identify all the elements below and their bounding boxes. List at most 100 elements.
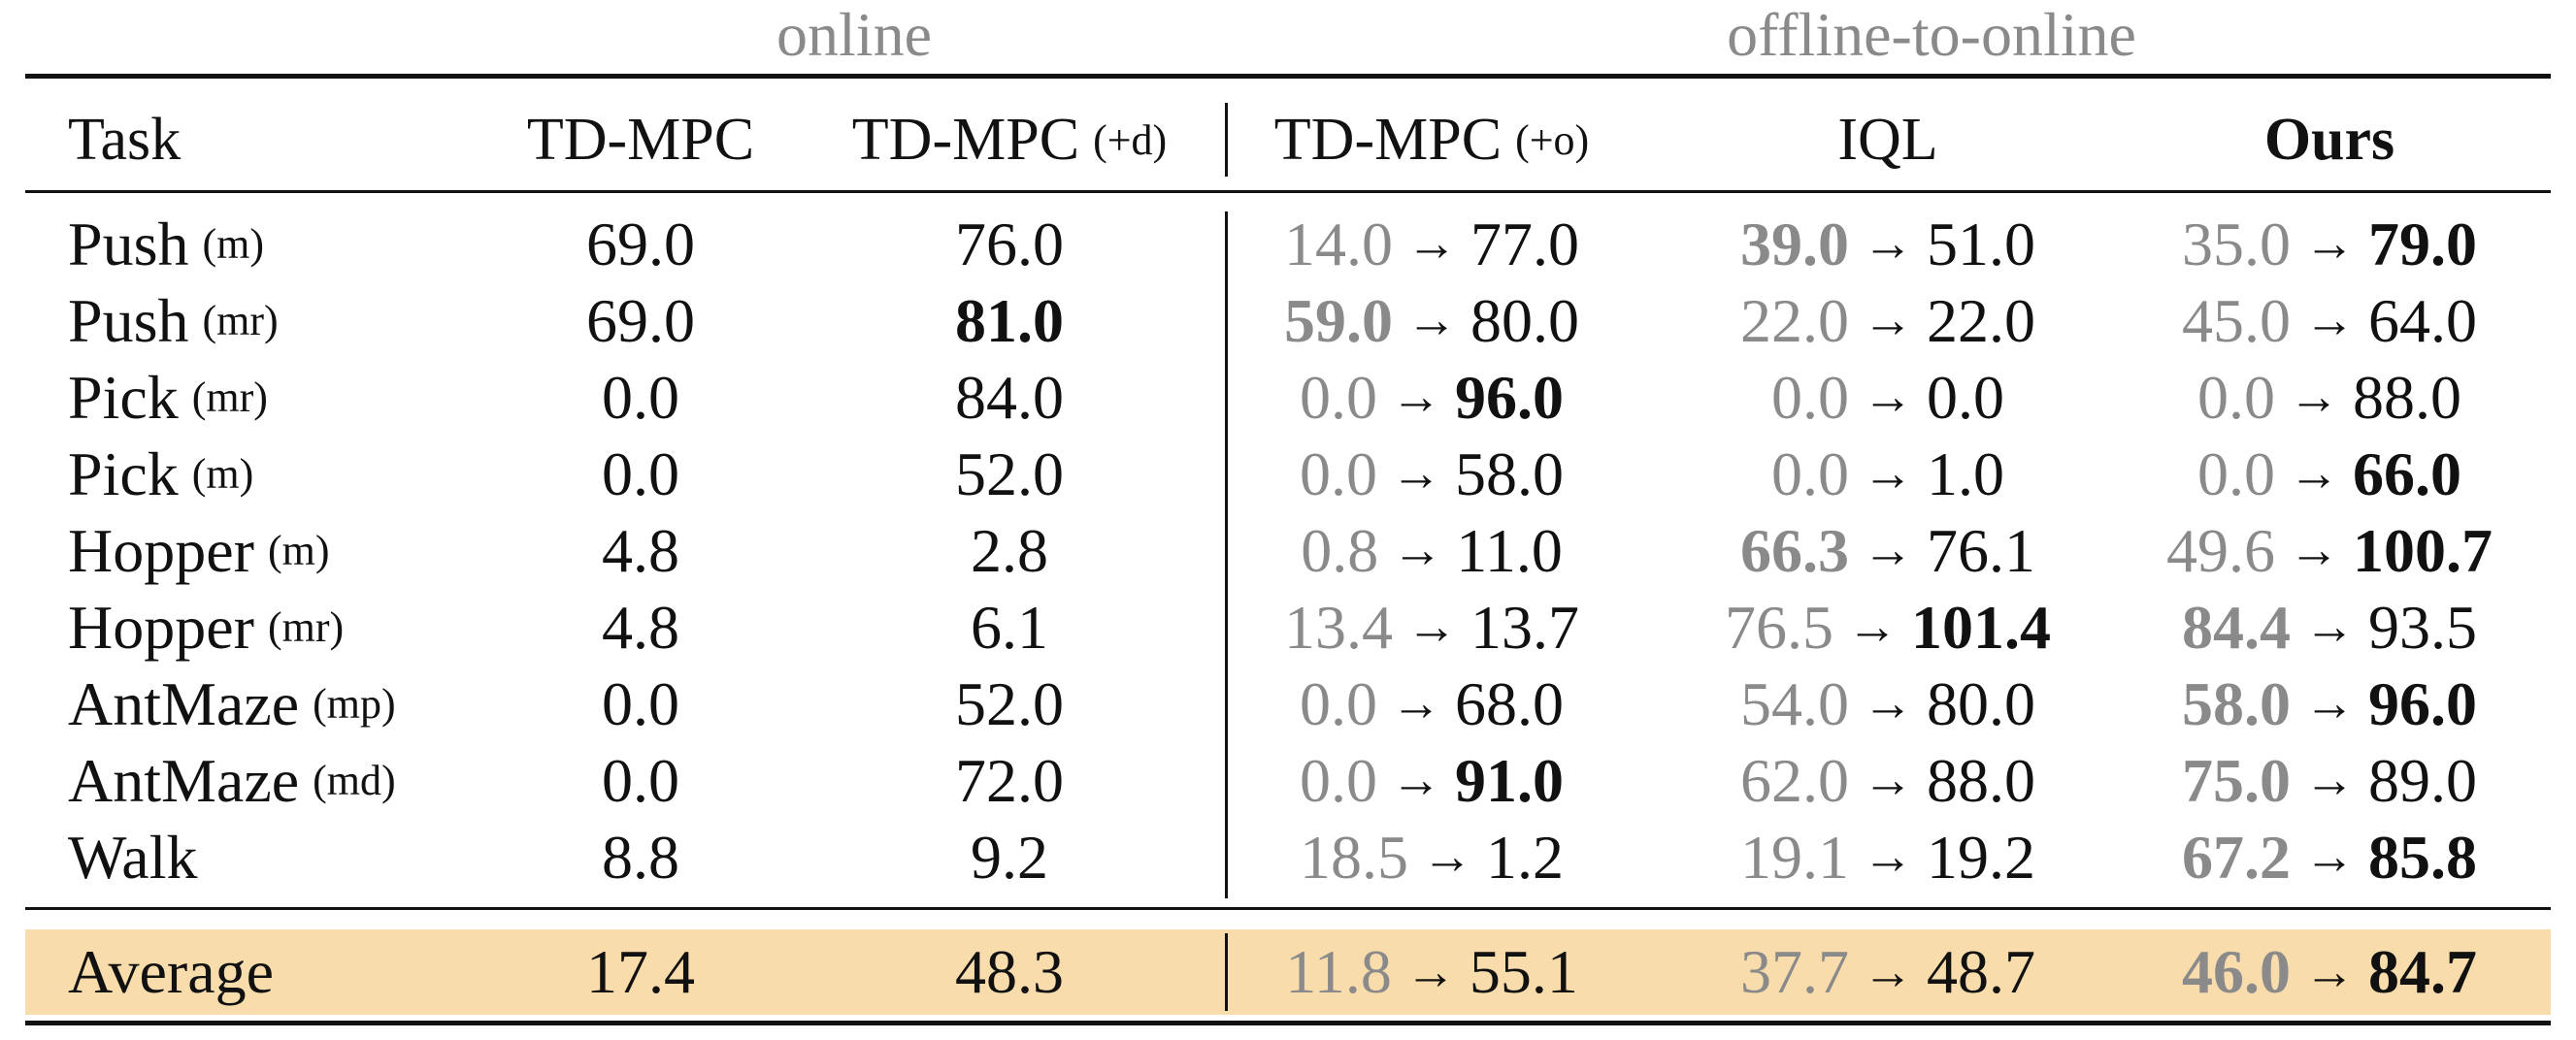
task-cell: Hopper (mr) (68, 589, 437, 666)
table-cell: 69.0 (485, 206, 796, 282)
arrow-symbol: → (1863, 676, 1913, 731)
task-variant: (mr) (191, 374, 268, 421)
task-cell: Pick (m) (68, 436, 437, 512)
table-cell: 52.0 (815, 436, 1204, 512)
offline-online-cell: 39.0 → 51.0 (1665, 206, 2111, 282)
arrow-symbol: → (2304, 753, 2355, 808)
bottom-rule (25, 1021, 2551, 1025)
column-header-label: Task (68, 106, 182, 173)
online-score: 58.0 (1455, 439, 1564, 508)
table-cell: 6.1 (815, 589, 1204, 666)
score-value: 52.0 (955, 668, 1064, 738)
score-value: 52.0 (955, 439, 1064, 508)
online-score: 0.0 (1927, 362, 2004, 432)
arrow-symbol: → (1863, 216, 1913, 272)
task-cell: AntMaze (mp) (68, 666, 437, 742)
column-header: TD-MPC (485, 93, 796, 186)
offline-score: 46.0 (2182, 937, 2291, 1006)
column-separator (1225, 103, 1228, 177)
online-score: 77.0 (1470, 209, 1579, 278)
offline-score: 75.0 (2182, 745, 2291, 815)
column-header: Task (68, 93, 437, 186)
task-variant: (m) (267, 527, 330, 574)
table-cell: 69.0 (485, 282, 796, 359)
arrow-symbol: → (1391, 446, 1441, 502)
table-row: Push (mr) 69.0 81.0 59.0 → 80.0 22.0 → 22.0 45.0 → 6… (0, 282, 2576, 359)
table-row: Hopper (m) 4.8 2.8 0.8 → 11.0 66.3 → 76.1 49.6 → 100… (0, 512, 2576, 589)
arrow-symbol: → (1863, 293, 1913, 348)
offline-online-cell: 19.1 → 19.2 (1665, 819, 2111, 895)
online-score: 68.0 (1455, 668, 1564, 738)
task-variant: (mr) (267, 603, 345, 651)
table-cell: 0.0 (485, 436, 796, 512)
table-cell: 9.2 (815, 819, 1204, 895)
header-row: Task TD-MPC TD-MPC (+d) TD-MPC (+o) IQL Ours (0, 93, 2576, 186)
online-score: 80.0 (1470, 285, 1579, 355)
task-cell: Push (m) (68, 206, 437, 282)
online-score: 89.0 (2368, 745, 2477, 815)
score-value: 0.0 (602, 439, 679, 508)
column-header: Ours (2111, 93, 2548, 186)
score-value: 8.8 (602, 822, 679, 892)
online-score: 93.5 (2368, 592, 2477, 662)
offline-online-cell: 22.0 → 22.0 (1665, 282, 2111, 359)
column-header-label: TD-MPC (1273, 106, 1503, 173)
group-label-online: online (776, 0, 932, 69)
task-name: AntMaze (68, 668, 300, 738)
online-score: 80.0 (1927, 668, 2035, 738)
online-score: 96.0 (1455, 362, 1564, 432)
online-score: 13.7 (1470, 592, 1579, 662)
score-value: 2.8 (971, 515, 1048, 585)
average-highlight (25, 929, 2551, 1015)
arrow-symbol: → (2304, 216, 2355, 272)
header-rule (25, 190, 2551, 193)
table-cell: 4.8 (485, 512, 796, 589)
table-row: AntMaze (mp) 0.0 52.0 0.0 → 68.0 54.0 → 80.0 58.0 →… (0, 666, 2576, 742)
table-cell: 17.4 (485, 929, 796, 1015)
table-cell: 2.8 (815, 512, 1204, 589)
offline-score: 66.3 (1740, 515, 1849, 585)
task-variant: (mr) (202, 297, 279, 344)
arrow-symbol: → (2289, 523, 2339, 578)
table-cell: 52.0 (815, 666, 1204, 742)
offline-score: 84.4 (2182, 592, 2291, 662)
score-value: 9.2 (971, 822, 1048, 892)
arrow-symbol: → (1391, 370, 1441, 425)
table-cell: 0.0 (485, 666, 796, 742)
online-score: 85.8 (2368, 822, 2477, 892)
arrow-symbol: → (1847, 600, 1898, 655)
column-separator (1225, 933, 1228, 1011)
online-score: 79.0 (2368, 209, 2477, 278)
offline-online-cell: 35.0 → 79.0 (2111, 206, 2548, 282)
score-value: 6.1 (971, 592, 1048, 662)
online-score: 96.0 (2368, 668, 2477, 738)
arrow-symbol: → (2304, 676, 2355, 731)
online-score: 19.2 (1927, 822, 2035, 892)
column-separator (1225, 211, 1228, 898)
table-row: Walk 8.8 9.2 18.5 → 1.2 19.1 → 19.2 67.2 → 85.8 (0, 819, 2576, 895)
offline-online-cell: 58.0 → 96.0 (2111, 666, 2548, 742)
arrow-symbol: → (2289, 446, 2339, 502)
score-value: 0.0 (602, 668, 679, 738)
task-name: AntMaze (68, 745, 300, 815)
table-row: Push (m) 69.0 76.0 14.0 → 77.0 39.0 → 51.0 35.0 → 79… (0, 206, 2576, 282)
arrow-symbol: → (1406, 600, 1457, 655)
online-score: 76.1 (1927, 515, 2035, 585)
offline-online-cell: 45.0 → 64.0 (2111, 282, 2548, 359)
online-score: 22.0 (1927, 285, 2035, 355)
arrow-symbol: → (2304, 944, 2355, 1000)
offline-score: 14.0 (1284, 209, 1393, 278)
arrow-symbol: → (2304, 829, 2355, 885)
task-cell: Push (mr) (68, 282, 437, 359)
table-row: AntMaze (md) 0.0 72.0 0.0 → 91.0 62.0 → 88.0 75.0 →… (0, 742, 2576, 819)
task-cell: AntMaze (md) (68, 742, 437, 819)
offline-online-cell: 67.2 → 85.8 (2111, 819, 2548, 895)
column-header-label: Ours (2263, 106, 2395, 173)
arrow-symbol: → (1863, 446, 1913, 502)
offline-score: 76.5 (1725, 592, 1833, 662)
online-score: 64.0 (2368, 285, 2477, 355)
offline-score: 0.0 (1771, 439, 1849, 508)
offline-score: 58.0 (2182, 668, 2291, 738)
offline-score: 54.0 (1740, 668, 1849, 738)
offline-online-cell: 54.0 → 80.0 (1665, 666, 2111, 742)
